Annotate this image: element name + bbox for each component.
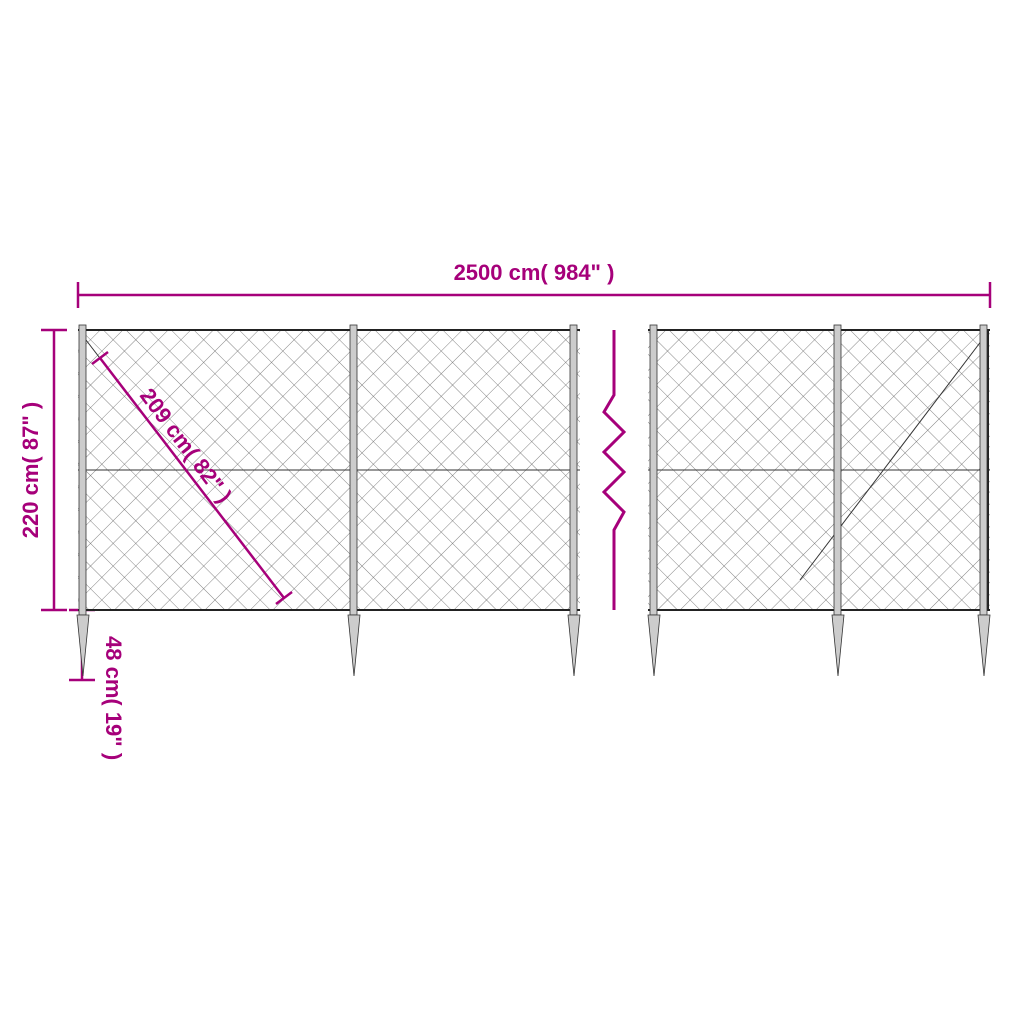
break-symbol [604,330,624,610]
width-label: 2500 cm( 984" ) [454,260,615,285]
fence-section-left [78,330,580,610]
fence-section-right [648,330,990,610]
height-label: 220 cm( 87" ) [18,402,43,538]
spike-label: 48 cm( 19" ) [101,636,126,760]
dimension-height: 220 cm( 87" ) [18,330,67,610]
dimension-width: 2500 cm( 984" ) [78,260,990,308]
fence-dimension-diagram: 2500 cm( 984" ) 220 cm( 87" ) 48 cm( 19"… [0,0,1024,1024]
dimension-spike: 48 cm( 19" ) [69,610,126,760]
